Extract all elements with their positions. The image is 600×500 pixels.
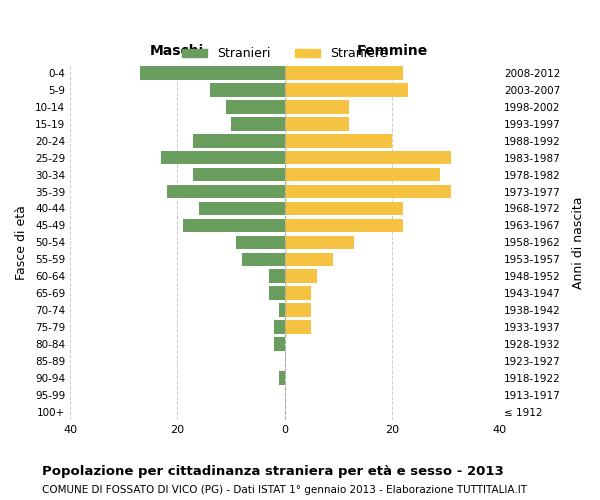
Bar [274, 337, 284, 350]
Bar [269, 286, 284, 300]
Bar [231, 117, 284, 130]
Bar [242, 252, 284, 266]
Bar [284, 252, 333, 266]
Bar [284, 202, 403, 215]
Bar [284, 134, 392, 147]
Bar [284, 185, 451, 198]
Bar [183, 218, 284, 232]
Bar [284, 270, 317, 283]
Bar [284, 168, 440, 181]
Bar [280, 304, 284, 317]
Bar [284, 286, 311, 300]
Text: Femmine: Femmine [356, 44, 428, 58]
Bar [284, 218, 403, 232]
Bar [199, 202, 284, 215]
Bar [284, 320, 311, 334]
Bar [193, 134, 284, 147]
Bar [209, 83, 284, 96]
Text: Popolazione per cittadinanza straniera per età e sesso - 2013: Popolazione per cittadinanza straniera p… [42, 465, 504, 478]
Bar [284, 151, 451, 164]
Y-axis label: Anni di nascita: Anni di nascita [572, 196, 585, 288]
Bar [236, 236, 284, 249]
Text: COMUNE DI FOSSATO DI VICO (PG) - Dati ISTAT 1° gennaio 2013 - Elaborazione TUTTI: COMUNE DI FOSSATO DI VICO (PG) - Dati IS… [42, 485, 527, 495]
Bar [274, 320, 284, 334]
Bar [284, 304, 311, 317]
Bar [284, 100, 349, 114]
Bar [193, 168, 284, 181]
Bar [284, 236, 355, 249]
Bar [226, 100, 284, 114]
Bar [284, 83, 408, 96]
Y-axis label: Fasce di età: Fasce di età [15, 205, 28, 280]
Bar [284, 66, 403, 80]
Bar [269, 270, 284, 283]
Bar [280, 371, 284, 384]
Legend: Stranieri, Straniere: Stranieri, Straniere [176, 42, 392, 66]
Bar [284, 117, 349, 130]
Text: Maschi: Maschi [150, 44, 205, 58]
Bar [167, 185, 284, 198]
Bar [161, 151, 284, 164]
Bar [140, 66, 284, 80]
